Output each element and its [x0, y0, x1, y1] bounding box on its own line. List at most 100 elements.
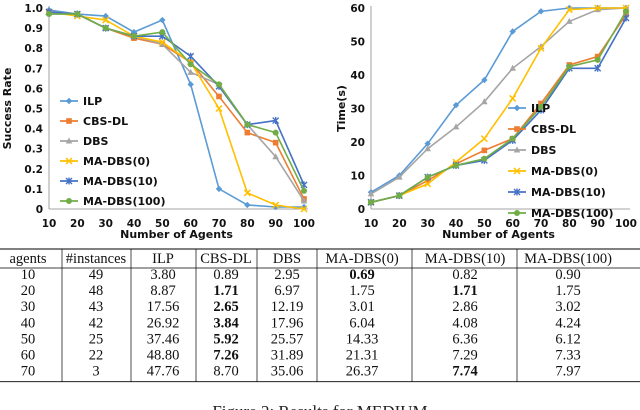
- table-cell: 7.29: [452, 348, 477, 364]
- legend-marker: [513, 146, 521, 153]
- table-cell: 1.71: [452, 283, 477, 299]
- table-header-cell: #instances: [66, 251, 127, 267]
- legend-label: MA-DBS(10): [83, 175, 158, 188]
- table-cell: 40: [21, 315, 36, 331]
- data-point: [216, 93, 222, 100]
- table-cell: 1.75: [555, 283, 580, 299]
- x-tick-label: 30: [98, 218, 113, 230]
- table-cell: 0.82: [452, 267, 477, 283]
- table-cell: 37.46: [147, 331, 180, 347]
- table-cell: 25.57: [271, 331, 304, 347]
- table-cell: 6.04: [349, 315, 375, 331]
- table-cell: 25: [89, 331, 104, 347]
- series-line-ma-dbs-100-: [49, 13, 305, 192]
- y-tick-label: 0.8: [24, 43, 43, 55]
- success-rate-chart: 0 0.1 0.2 0.3 0.4 0.5 0.6 0.7 0.8 0.9 1.0 10 20 30 40 5…: [1, 3, 315, 241]
- data-point: [594, 53, 601, 60]
- table-cell: 0.90: [555, 267, 580, 283]
- table-header-cell: MA-DBS(10): [425, 251, 506, 267]
- table-cell: 3.02: [555, 299, 580, 315]
- table-cell: 31.89: [271, 348, 304, 364]
- legend-marker: [513, 167, 521, 175]
- table-cell: 2.95: [274, 267, 299, 283]
- data-point: [272, 117, 280, 125]
- x-tick-label: 10: [42, 218, 57, 230]
- series-line-dbs: [370, 7, 627, 195]
- x-tick-label: 100: [293, 218, 315, 230]
- data-point: [565, 6, 573, 14]
- y-tick-label: 0.4: [24, 124, 43, 136]
- table-cell: 5.92: [213, 331, 238, 347]
- data-point: [367, 190, 375, 197]
- y-tick-label: 40: [350, 70, 365, 82]
- data-point: [159, 16, 166, 24]
- data-point: [396, 173, 403, 180]
- table-cell: 70: [21, 364, 36, 380]
- table-cell: 1.71: [213, 283, 238, 299]
- y-tick-label: 10: [350, 171, 365, 183]
- data-point: [159, 29, 166, 36]
- table-cell: 35.06: [271, 364, 304, 380]
- legend-marker: [65, 177, 73, 185]
- table-cell: 17.56: [147, 299, 180, 315]
- legend-label: ILP: [83, 95, 102, 108]
- table-cell: 17.96: [271, 315, 304, 331]
- table-cell: 43: [89, 299, 104, 315]
- data-point: [131, 33, 137, 40]
- table-cell: 6.12: [555, 331, 580, 347]
- legend-marker: [514, 126, 520, 132]
- data-point: [102, 25, 109, 32]
- data-point: [452, 123, 460, 130]
- data-point: [244, 129, 251, 136]
- data-point: [424, 174, 431, 181]
- legend-label: DBS: [531, 144, 557, 157]
- table-cell: 22: [89, 348, 104, 364]
- table-cell: 49: [89, 267, 104, 283]
- table-cell: 1.75: [349, 283, 374, 299]
- x-tick-label: 80: [562, 218, 577, 230]
- data-point: [215, 185, 223, 193]
- data-point: [594, 56, 601, 63]
- data-point: [452, 101, 460, 109]
- legend-label: MA-DBS(0): [531, 165, 598, 178]
- table-cell: 26.92: [147, 315, 180, 331]
- table-cell: 42: [89, 315, 104, 331]
- table-cell: 30: [21, 299, 36, 315]
- data-point: [46, 11, 52, 18]
- legend-label: ILP: [531, 102, 550, 115]
- legend-label: MA-DBS(100): [83, 195, 165, 208]
- data-point: [368, 199, 374, 206]
- table-cell: 2.86: [452, 299, 477, 315]
- y-tick-label: 0: [358, 204, 365, 216]
- x-tick-label: 50: [477, 218, 492, 230]
- table-cell: 0.89: [213, 267, 238, 283]
- x-tick-label: 70: [212, 218, 227, 230]
- table-cell: 10: [21, 267, 36, 283]
- table-header-cell: MA-DBS(0): [325, 251, 398, 267]
- x-tick-label: 20: [70, 218, 85, 230]
- data-point: [566, 4, 573, 12]
- data-point: [509, 135, 516, 142]
- legend-label: MA-DBS(10): [531, 186, 606, 199]
- data-point: [272, 129, 279, 136]
- data-point: [424, 180, 432, 188]
- legend-label: MA-DBS(100): [531, 207, 613, 220]
- data-point: [216, 81, 222, 88]
- table-cell: 6.97: [274, 283, 299, 299]
- y-tick-label: 0.2: [24, 164, 43, 176]
- data-point: [566, 63, 573, 70]
- y-tick-label: 30: [350, 104, 365, 116]
- y-tick-label: 0.7: [24, 63, 43, 75]
- legend-marker: [65, 157, 73, 165]
- data-point: [102, 16, 110, 24]
- table-cell: 3.80: [150, 267, 175, 283]
- legend-marker: [65, 97, 73, 105]
- y-tick-label: 60: [350, 3, 365, 15]
- legend-label: DBS: [83, 135, 109, 148]
- data-point: [215, 104, 223, 113]
- x-axis-label: Number of Agents: [120, 228, 233, 241]
- series-line-cbs-dl: [370, 14, 627, 204]
- data-point: [594, 64, 602, 72]
- data-point: [537, 8, 545, 15]
- table-cell: 0.69: [349, 267, 374, 283]
